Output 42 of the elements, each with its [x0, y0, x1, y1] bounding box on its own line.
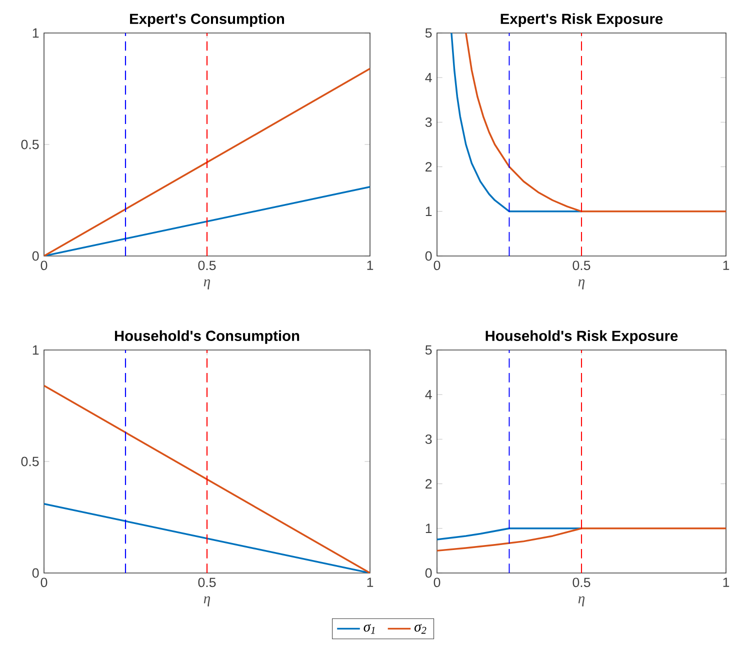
y-tick-label: 1	[32, 28, 39, 38]
y-tick-label: 1	[426, 524, 432, 533]
x-tick-label: 1	[367, 578, 374, 587]
y-tick-label: 0	[425, 251, 432, 261]
x-tick-label: 0	[40, 260, 48, 270]
y-tick-label: 0	[425, 568, 432, 578]
y-tick-label: 4	[425, 390, 432, 400]
x-axis-title: η	[204, 279, 210, 290]
chart-title: Expert's Risk Exposure	[500, 13, 663, 27]
x-tick-label: 1	[367, 260, 374, 270]
x-axis-title: η	[578, 596, 585, 606]
x-tick-label: 0	[434, 578, 440, 588]
x-axis-title: η	[578, 279, 585, 290]
y-tick-label: 0	[32, 251, 39, 261]
y-tick-label: 3	[425, 117, 432, 127]
chart-title: Household's Consumption	[114, 330, 300, 344]
y-tick-label: 0.5	[21, 140, 39, 150]
x-tick-label: 0	[434, 260, 440, 270]
y-tick-label: 0.5	[21, 456, 39, 466]
legend-label: σ$_{1}$	[364, 624, 375, 634]
y-tick-label: 5	[425, 28, 432, 38]
x-tick-label: 0.5	[198, 260, 216, 270]
line-series	[465, 32, 726, 212]
x-axis-title: η	[204, 596, 210, 606]
y-tick-label: 2	[426, 162, 432, 172]
x-tick-label: 0	[40, 578, 48, 588]
y-tick-label: 1	[32, 345, 39, 355]
x-tick-label: 1	[723, 578, 730, 587]
line-series	[450, 32, 582, 212]
chart-title: Household's Risk Exposure	[486, 330, 678, 344]
x-tick-label: 0.5	[572, 578, 590, 588]
y-tick-label: 3	[425, 434, 432, 444]
y-tick-label: 4	[425, 73, 432, 82]
y-tick-label: 2	[426, 479, 432, 488]
chart-title: Expert's Consumption	[130, 13, 284, 27]
y-tick-label: 5	[425, 345, 432, 355]
x-tick-label: 0.5	[198, 578, 216, 588]
x-tick-label: 1	[723, 260, 730, 270]
x-tick-label: 0.5	[572, 260, 590, 270]
y-tick-label: 1	[426, 206, 432, 216]
y-tick-label: 0	[32, 568, 39, 578]
legend-label: σ$_{2}$	[414, 624, 426, 634]
